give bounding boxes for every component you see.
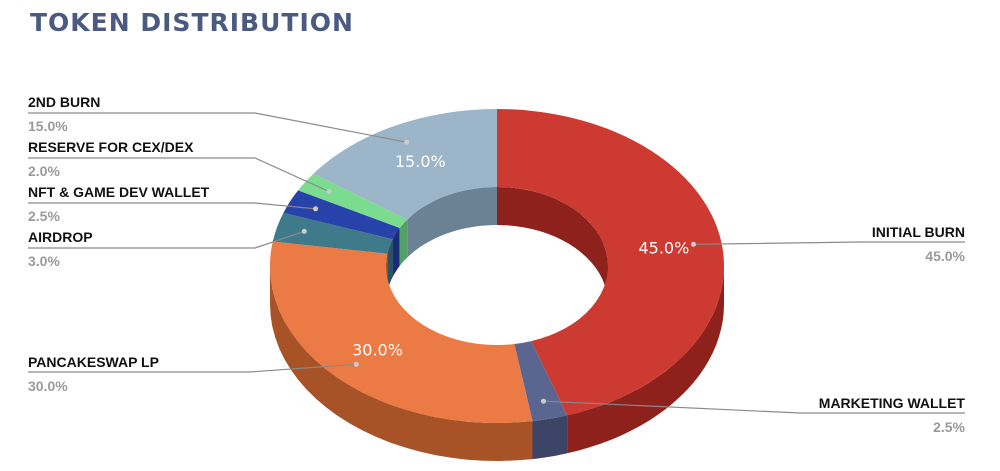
slice-hole-wall-reserve-for-cex-dex bbox=[399, 219, 408, 266]
slice-2nd-burn bbox=[313, 109, 497, 220]
slice-inner-label-pancakeswap-lp: 30.0% bbox=[352, 340, 403, 359]
slice-label-2nd-burn: 2ND BURN bbox=[28, 94, 100, 110]
slice-hole-wall-airdrop bbox=[387, 239, 393, 292]
slice-nft-game-dev-wallet bbox=[283, 190, 400, 240]
slice-initial-burn bbox=[497, 109, 725, 416]
leader-line-2nd-burn bbox=[28, 112, 407, 143]
leader-dot-reserve-for-cex-dex bbox=[326, 189, 332, 194]
slice-side-pancakeswap-lp bbox=[270, 266, 533, 461]
slice-label-pancakeswap-lp: PANCAKESWAP LP bbox=[28, 354, 159, 370]
slice-inner-label-initial-burn: 45.0% bbox=[638, 239, 689, 258]
leader-dot-airdrop bbox=[301, 228, 307, 234]
leader-line-nft-game-dev-wallet bbox=[28, 202, 316, 210]
slice-value-initial-burn: 45.0% bbox=[925, 248, 965, 264]
slice-hole-wall-nft-game-dev-wallet bbox=[392, 227, 400, 278]
slice-pancakeswap-lp bbox=[270, 241, 533, 423]
slice-value-nft-game-dev-wallet: 2.5% bbox=[28, 208, 60, 224]
slice-label-reserve-for-cex-dex: RESERVE FOR CEX/DEX bbox=[28, 139, 194, 155]
slice-side-marketing-wallet bbox=[532, 415, 568, 460]
slice-label-nft-game-dev-wallet: NFT & GAME DEV WALLET bbox=[28, 184, 210, 200]
slice-depth-layer bbox=[270, 266, 724, 461]
leader-line-initial-burn bbox=[693, 241, 965, 245]
leader-dot-initial-burn bbox=[691, 241, 696, 247]
leader-line-pancakeswap-lp bbox=[28, 363, 357, 373]
slice-label-initial-burn: INITIAL BURN bbox=[872, 224, 965, 240]
slice-value-pancakeswap-lp: 30.0% bbox=[28, 378, 68, 394]
leader-dot-2nd-burn bbox=[404, 139, 410, 145]
slice-hole-wall-initial-burn bbox=[497, 187, 608, 304]
leader-dot-marketing-wallet bbox=[541, 398, 546, 404]
slice-side-initial-burn bbox=[567, 266, 724, 454]
slice-value-2nd-burn: 15.0% bbox=[28, 118, 68, 134]
leader-dot-pancakeswap-lp bbox=[353, 361, 359, 367]
slice-value-airdrop: 3.0% bbox=[28, 253, 60, 269]
slice-inner-label-2nd-burn: 15.0% bbox=[395, 152, 446, 171]
slice-label-marketing-wallet: MARKETING WALLET bbox=[819, 395, 966, 411]
slice-reserve-for-cex-dex bbox=[298, 173, 408, 228]
leader-lines-layer bbox=[28, 112, 965, 414]
leader-dot-nft-game-dev-wallet bbox=[313, 206, 319, 212]
leader-line-reserve-for-cex-dex bbox=[28, 157, 330, 193]
slice-label-airdrop: AIRDROP bbox=[28, 229, 93, 245]
donut-hole-layer bbox=[386, 187, 608, 304]
leader-line-marketing-wallet bbox=[543, 400, 965, 414]
leader-line-airdrop bbox=[28, 230, 305, 249]
slice-value-marketing-wallet: 2.5% bbox=[933, 419, 965, 435]
labels-layer: 45.0% 30.0% 15.0% INITIAL BURN 45.0% MARKETIN… bbox=[28, 94, 966, 435]
chart-title: TOKEN DISTRIBUTION bbox=[30, 8, 354, 37]
slice-value-reserve-for-cex-dex: 2.0% bbox=[28, 163, 60, 179]
slice-top-layer bbox=[270, 109, 725, 423]
slice-airdrop bbox=[272, 212, 393, 254]
slice-hole-wall-2nd-burn bbox=[407, 187, 497, 258]
